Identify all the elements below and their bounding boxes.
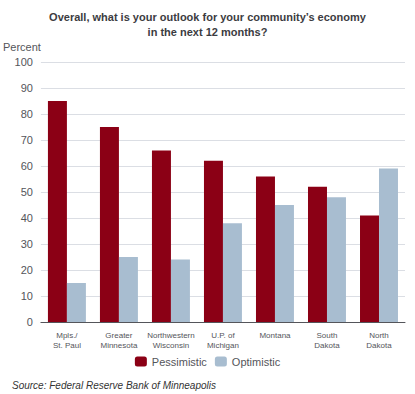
svg-text:10: 10: [21, 290, 33, 302]
svg-text:100: 100: [15, 56, 33, 68]
svg-text:Dakota: Dakota: [314, 341, 340, 350]
svg-text:20: 20: [21, 264, 33, 276]
svg-text:St. Paul: St. Paul: [53, 341, 81, 350]
svg-text:70: 70: [21, 134, 33, 146]
svg-text:0: 0: [27, 316, 33, 328]
svg-text:30: 30: [21, 238, 33, 250]
svg-text:60: 60: [21, 160, 33, 172]
svg-text:Mpls./: Mpls./: [56, 331, 78, 340]
svg-text:40: 40: [21, 212, 33, 224]
svg-text:South: South: [317, 331, 338, 340]
svg-text:Northwestern: Northwestern: [147, 331, 195, 340]
svg-text:in the next 12 months?: in the next 12 months?: [148, 26, 268, 38]
svg-text:Dakota: Dakota: [366, 341, 392, 350]
svg-text:North: North: [369, 331, 389, 340]
svg-text:Source: Federal Reserve Bank o: Source: Federal Reserve Bank of Minneapo…: [12, 380, 216, 391]
svg-text:Optimistic: Optimistic: [232, 356, 281, 368]
svg-text:Percent: Percent: [3, 41, 41, 53]
svg-text:Pessimistic: Pessimistic: [152, 356, 208, 368]
svg-text:50: 50: [21, 186, 33, 198]
svg-text:90: 90: [21, 82, 33, 94]
svg-text:Minnesota: Minnesota: [100, 341, 137, 350]
svg-text:Montana: Montana: [259, 331, 291, 340]
svg-text:U.P. of: U.P. of: [211, 331, 235, 340]
svg-text:Greater: Greater: [105, 331, 132, 340]
svg-text:Wisconsin: Wisconsin: [153, 341, 189, 350]
svg-text:Overall, what is your outlook: Overall, what is your outlook for your c…: [49, 11, 367, 23]
svg-text:Michigan: Michigan: [207, 341, 239, 350]
svg-text:80: 80: [21, 108, 33, 120]
